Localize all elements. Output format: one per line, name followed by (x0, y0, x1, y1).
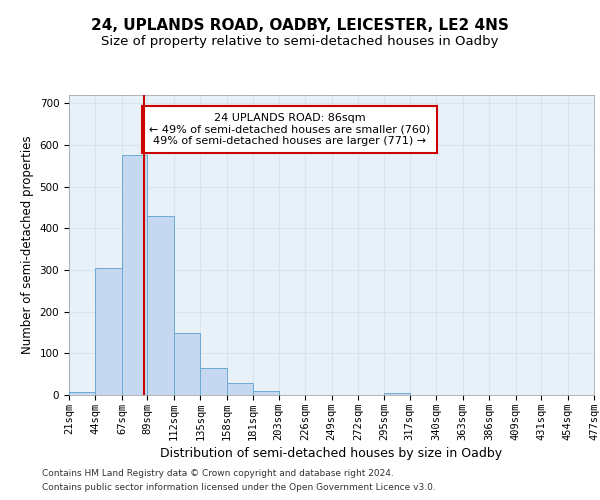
Bar (227, 384, 253, 395)
X-axis label: Distribution of semi-detached houses by size in Oadby: Distribution of semi-detached houses by … (160, 447, 503, 460)
Text: 24 UPLANDS ROAD: 86sqm
← 49% of semi-detached houses are smaller (760)
49% of se: 24 UPLANDS ROAD: 86sqm ← 49% of semi-det… (149, 113, 430, 146)
Bar (95, 268, 122, 395)
Bar (253, 391, 278, 395)
Text: Size of property relative to semi-detached houses in Oadby: Size of property relative to semi-detach… (101, 35, 499, 48)
Bar (69, 392, 95, 395)
Bar (385, 393, 410, 395)
Bar (200, 368, 227, 395)
Bar (174, 332, 200, 395)
Bar (147, 216, 174, 395)
Text: 24, UPLANDS ROAD, OADBY, LEICESTER, LE2 4NS: 24, UPLANDS ROAD, OADBY, LEICESTER, LE2 … (91, 18, 509, 32)
Bar (122, 156, 147, 395)
Text: Contains public sector information licensed under the Open Government Licence v3: Contains public sector information licen… (42, 484, 436, 492)
Text: Contains HM Land Registry data © Crown copyright and database right 2024.: Contains HM Land Registry data © Crown c… (42, 468, 394, 477)
Y-axis label: Number of semi-detached properties: Number of semi-detached properties (21, 136, 34, 354)
